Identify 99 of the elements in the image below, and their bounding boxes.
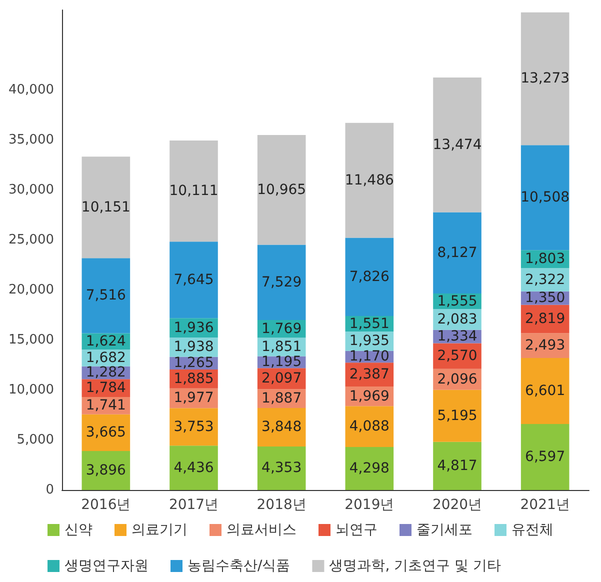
data-label: 1,887	[262, 390, 302, 407]
bar	[257, 446, 306, 490]
bar	[170, 446, 218, 490]
data-label: 1,195	[262, 354, 302, 370]
x-tick-label: 2017년	[168, 497, 219, 513]
data-label: 4,298	[349, 460, 390, 477]
data-label: 10,151	[81, 199, 130, 216]
data-label: 2,083	[437, 311, 478, 328]
bar	[433, 212, 482, 294]
data-label: 1,741	[86, 398, 126, 414]
x-tick-label: 2021년	[520, 497, 570, 513]
legend-label: 생명과학, 기초연구 및 기타	[329, 558, 502, 574]
data-label: 2,097	[262, 370, 302, 387]
y-tick-label: 35,000	[8, 132, 54, 148]
data-label: 1,555	[437, 293, 478, 310]
data-label: 1,969	[349, 388, 390, 404]
data-label: 3,848	[262, 419, 302, 436]
bar	[170, 242, 218, 318]
legend-label: 생명연구자원	[64, 558, 148, 574]
bar	[345, 122, 394, 238]
bar	[257, 244, 306, 320]
data-label: 7,529	[262, 274, 302, 290]
data-label: 7,645	[174, 272, 214, 288]
data-label: 4,088	[349, 418, 390, 435]
data-label: 8,127	[437, 244, 478, 261]
legend-label: 유전체	[512, 522, 554, 538]
legend-label: 줄기세포	[416, 522, 472, 538]
data-label: 5,195	[437, 408, 478, 424]
data-label: 10,965	[257, 182, 306, 198]
data-label: 1,350	[525, 290, 566, 306]
y-tick-label: 25,000	[8, 232, 54, 248]
data-label: 1,936	[174, 320, 214, 336]
y-tick-label: 0	[46, 482, 54, 498]
data-label: 1,803	[525, 251, 566, 268]
data-label: 3,753	[174, 418, 214, 435]
data-label: 4,353	[262, 460, 302, 476]
data-label: 1,885	[174, 370, 214, 387]
legend-label: 의료서비스	[226, 522, 296, 538]
data-label: 2,387	[349, 366, 390, 383]
data-label: 4,817	[437, 458, 478, 474]
bar	[345, 447, 394, 490]
bar	[345, 406, 394, 448]
bar	[520, 424, 570, 490]
x-tick-label: 2018년	[256, 497, 306, 513]
data-label: 1,784	[86, 380, 126, 396]
y-tick-label: 15,000	[8, 332, 54, 348]
legend-label: 뇌연구	[336, 522, 378, 538]
data-label: 3,896	[86, 462, 126, 479]
data-label: 1,265	[174, 355, 214, 372]
data-label: 4,436	[174, 460, 214, 476]
y-tick-label: 10,000	[8, 382, 54, 398]
y-tick-label: 40,000	[8, 82, 54, 98]
legend-label: 의료기기	[132, 522, 188, 538]
data-label: 1,624	[86, 333, 126, 350]
bar	[82, 156, 130, 258]
bar	[82, 258, 130, 334]
data-label: 1,769	[262, 320, 302, 337]
data-label: 7,516	[86, 288, 126, 304]
legend-label: 신약	[64, 522, 92, 538]
x-tick-label: 2016년	[81, 497, 131, 513]
bar	[520, 358, 570, 424]
bar	[433, 442, 482, 490]
bar	[520, 12, 570, 146]
data-label: 2,819	[525, 310, 566, 327]
y-tick-label: 20,000	[8, 282, 54, 298]
data-label: 13,474	[432, 136, 482, 153]
data-label: 1,938	[174, 339, 214, 356]
data-label: 1,682	[86, 350, 126, 366]
data-label: 1,551	[349, 316, 390, 332]
data-label: 1,170	[349, 348, 390, 365]
x-tick-label: 2020년	[432, 497, 482, 513]
data-label: 2,096	[437, 371, 478, 388]
bar	[170, 408, 218, 446]
bar	[257, 135, 306, 245]
bar	[433, 390, 482, 442]
bar	[520, 145, 570, 250]
data-label: 3,665	[86, 424, 126, 441]
data-label: 1,851	[262, 338, 302, 355]
data-label: 1,334	[437, 328, 478, 345]
data-label: 11,486	[344, 172, 394, 188]
data-label: 7,826	[349, 268, 390, 285]
data-label: 1,282	[86, 364, 126, 381]
data-label: 6,597	[525, 449, 566, 466]
bar	[345, 238, 394, 316]
data-label: 13,273	[520, 70, 570, 87]
y-tick-label: 5,000	[16, 432, 54, 448]
data-label: 1,935	[349, 333, 390, 350]
data-label: 6,601	[525, 383, 566, 400]
bar	[170, 140, 218, 242]
data-label: 2,570	[437, 348, 478, 364]
data-label: 2,322	[525, 272, 566, 288]
bar	[433, 77, 482, 212]
data-label: 2,493	[525, 338, 566, 354]
data-label: 10,111	[169, 183, 218, 200]
x-tick-label: 2019년	[344, 497, 394, 513]
y-tick-label: 30,000	[8, 182, 54, 198]
data-label: 10,508	[520, 190, 570, 206]
data-label: 1,977	[174, 390, 214, 406]
legend-label: 농림수축산/식품	[188, 558, 290, 574]
